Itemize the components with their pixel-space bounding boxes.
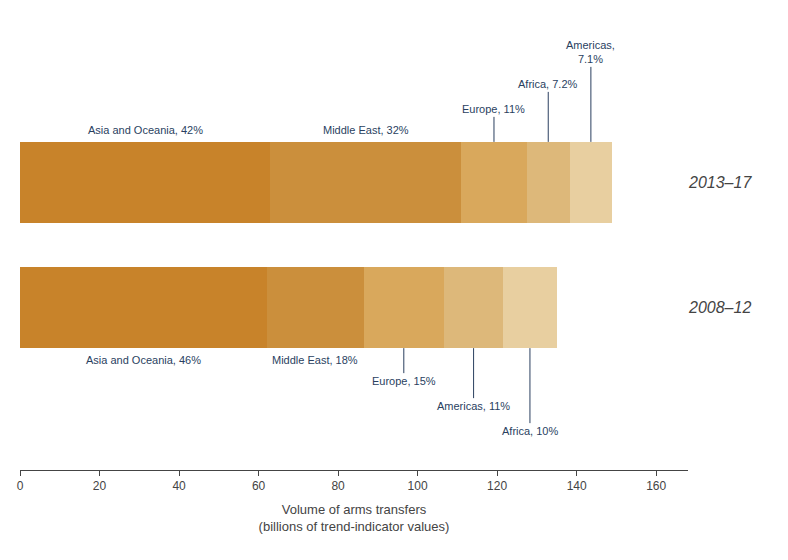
svg-text:120: 120 <box>487 479 507 493</box>
svg-text:Asia and Oceania, 42%: Asia and Oceania, 42% <box>88 124 203 136</box>
svg-text:Americas, 11%: Americas, 11% <box>437 400 510 412</box>
svg-text:20: 20 <box>93 479 107 493</box>
svg-text:100: 100 <box>408 479 428 493</box>
svg-text:0: 0 <box>17 479 24 493</box>
svg-text:Africa, 7.2%: Africa, 7.2% <box>518 78 578 90</box>
svg-text:80: 80 <box>331 479 345 493</box>
svg-text:Asia and Oceania, 46%: Asia and Oceania, 46% <box>86 354 201 366</box>
svg-text:Volume of arms transfers(billi: Volume of arms transfers(billions of tre… <box>259 502 450 534</box>
svg-text:40: 40 <box>172 479 186 493</box>
svg-text:60: 60 <box>252 479 266 493</box>
svg-text:140: 140 <box>567 479 587 493</box>
svg-text:2008–12: 2008–12 <box>688 299 751 316</box>
svg-text:Africa, 10%: Africa, 10% <box>502 425 558 437</box>
svg-text:Europe, 15%: Europe, 15% <box>372 375 436 387</box>
svg-text:Middle East, 18%: Middle East, 18% <box>272 354 358 366</box>
svg-text:Americas,7.1%: Americas,7.1% <box>566 39 615 65</box>
svg-text:2013–17: 2013–17 <box>688 174 752 191</box>
svg-text:160: 160 <box>646 479 666 493</box>
svg-text:Europe, 11%: Europe, 11% <box>462 103 525 115</box>
svg-text:Middle East, 32%: Middle East, 32% <box>323 124 409 136</box>
